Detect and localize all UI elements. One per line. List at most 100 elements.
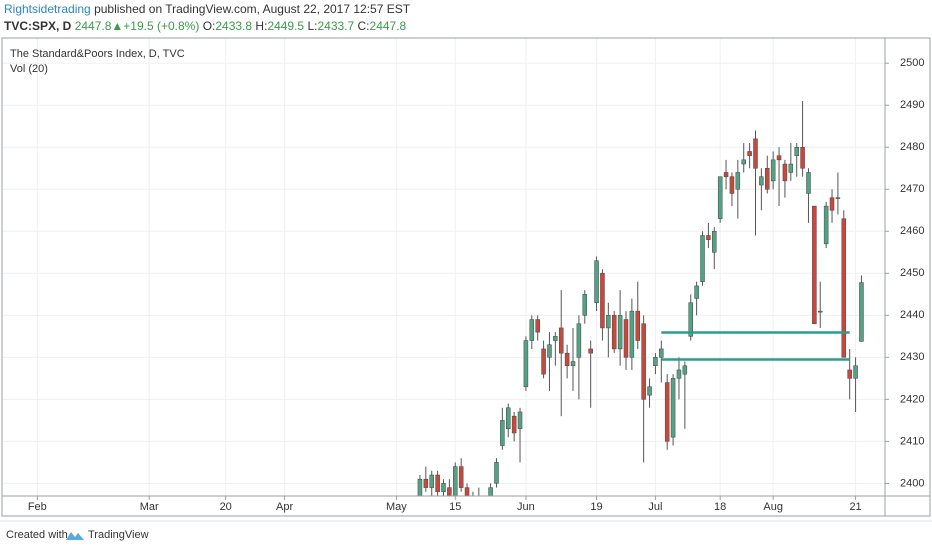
- candle-body: [641, 323, 646, 400]
- candle-body: [682, 365, 688, 375]
- candle-body: [829, 197, 835, 211]
- candle-body: [423, 478, 429, 488]
- candle-body: [800, 146, 805, 169]
- brand-logo[interactable]: [66, 532, 84, 540]
- candle-body: [453, 466, 458, 496]
- candle-body: [535, 319, 540, 333]
- h: 2449.5: [267, 19, 304, 33]
- header-line-2: TVC:SPX, D 2447.8▲+19.5 (+0.8%) O:2433.8…: [4, 19, 407, 33]
- x-tick-label: 19: [590, 501, 602, 513]
- candle-body: [700, 235, 705, 282]
- candle-body: [706, 235, 711, 240]
- candle-body: [517, 411, 523, 430]
- candle-body: [564, 352, 570, 366]
- candle-body: [541, 348, 546, 375]
- o: 2433.8: [215, 19, 252, 33]
- x-tick-label: Jul: [648, 501, 662, 513]
- y-tick-label: 2420: [900, 393, 924, 405]
- candle-body: [523, 340, 529, 388]
- candle-body: [817, 310, 823, 313]
- symbol: TVC:SPX, D: [4, 19, 72, 33]
- c-label: C:: [358, 19, 370, 33]
- footer-created: Created with: [6, 529, 68, 541]
- candle-body: [823, 205, 829, 245]
- candle-body: [765, 168, 770, 190]
- y-tick-label: 2430: [900, 351, 924, 363]
- l-label: L:: [307, 19, 317, 33]
- candle-body: [776, 155, 782, 161]
- y-tick-label: 2480: [900, 141, 924, 153]
- candle-body: [600, 273, 605, 329]
- candle-body: [435, 474, 440, 493]
- candle-body: [576, 323, 582, 358]
- candle-body: [788, 163, 794, 173]
- candle-body: [635, 310, 641, 341]
- candle-body: [570, 361, 576, 366]
- y-tick-label: 2410: [900, 435, 924, 447]
- candle-body: [770, 159, 776, 182]
- candle-body: [417, 478, 423, 496]
- candle-body: [611, 315, 617, 350]
- candle-body: [782, 163, 788, 182]
- footer-brand[interactable]: TradingView: [88, 529, 149, 541]
- header-line-1: Rightsidetrading published on TradingVie…: [4, 2, 411, 16]
- candle-body: [447, 487, 452, 496]
- candle-body: [747, 151, 752, 156]
- change: +19.5 (+0.8%): [123, 19, 199, 33]
- candle-body: [488, 487, 493, 496]
- indicator-label: Vol (20): [10, 63, 48, 75]
- candle-body: [594, 260, 599, 303]
- x-tick-label: Aug: [763, 501, 783, 513]
- candle-body: [500, 420, 505, 446]
- candle-body: [647, 386, 652, 396]
- x-tick-label: 18: [714, 501, 726, 513]
- chart-title: The Standard&Poors Index, D, TVC: [10, 48, 185, 60]
- candle-body: [741, 159, 746, 165]
- candle-body: [835, 197, 841, 199]
- y-tick-label: 2400: [900, 477, 924, 489]
- candle-body: [547, 344, 552, 358]
- candle-body: [712, 231, 717, 253]
- published: published on TradingView.com, August 22,…: [94, 2, 411, 16]
- candle-body: [812, 205, 817, 324]
- candle-body: [729, 176, 735, 194]
- arrow: ▲: [111, 19, 123, 33]
- candle-body: [664, 382, 670, 442]
- candle-body: [617, 315, 623, 350]
- x-tick-label: Jun: [517, 501, 535, 513]
- candle-body: [558, 327, 564, 354]
- candle-body: [688, 302, 693, 337]
- x-tick-label: Apr: [276, 501, 293, 513]
- candle-body: [759, 176, 764, 186]
- x-tick-label: Mar: [140, 501, 159, 513]
- x-tick-label: Feb: [28, 501, 47, 513]
- candle-body: [723, 172, 729, 177]
- candle-body: [529, 319, 535, 341]
- last: 2447.8: [75, 19, 112, 33]
- candle-body: [659, 348, 664, 358]
- o-label: O:: [203, 19, 216, 33]
- candle-body: [606, 315, 611, 329]
- l: 2433.7: [317, 19, 354, 33]
- candle-body: [653, 357, 658, 366]
- plot: [417, 101, 864, 496]
- candle-body: [623, 319, 629, 358]
- candle-body: [753, 138, 758, 169]
- x-tick-label: 21: [849, 501, 861, 513]
- chart-frame: [1, 37, 931, 517]
- x-tick-label: 15: [449, 501, 461, 513]
- author[interactable]: Rightsidetrading: [4, 2, 91, 16]
- y-tick-label: 2440: [900, 309, 924, 321]
- y-tick-label: 2500: [900, 57, 924, 69]
- candle-body: [429, 474, 434, 488]
- candle-body: [464, 487, 470, 496]
- h-label: H:: [255, 19, 267, 33]
- candle-body: [735, 172, 741, 190]
- candle-body: [847, 369, 852, 379]
- candle-body: [553, 336, 558, 341]
- candle-body: [676, 369, 682, 379]
- candle-body: [506, 407, 511, 430]
- candle-body: [806, 172, 811, 194]
- candle-body: [694, 285, 699, 299]
